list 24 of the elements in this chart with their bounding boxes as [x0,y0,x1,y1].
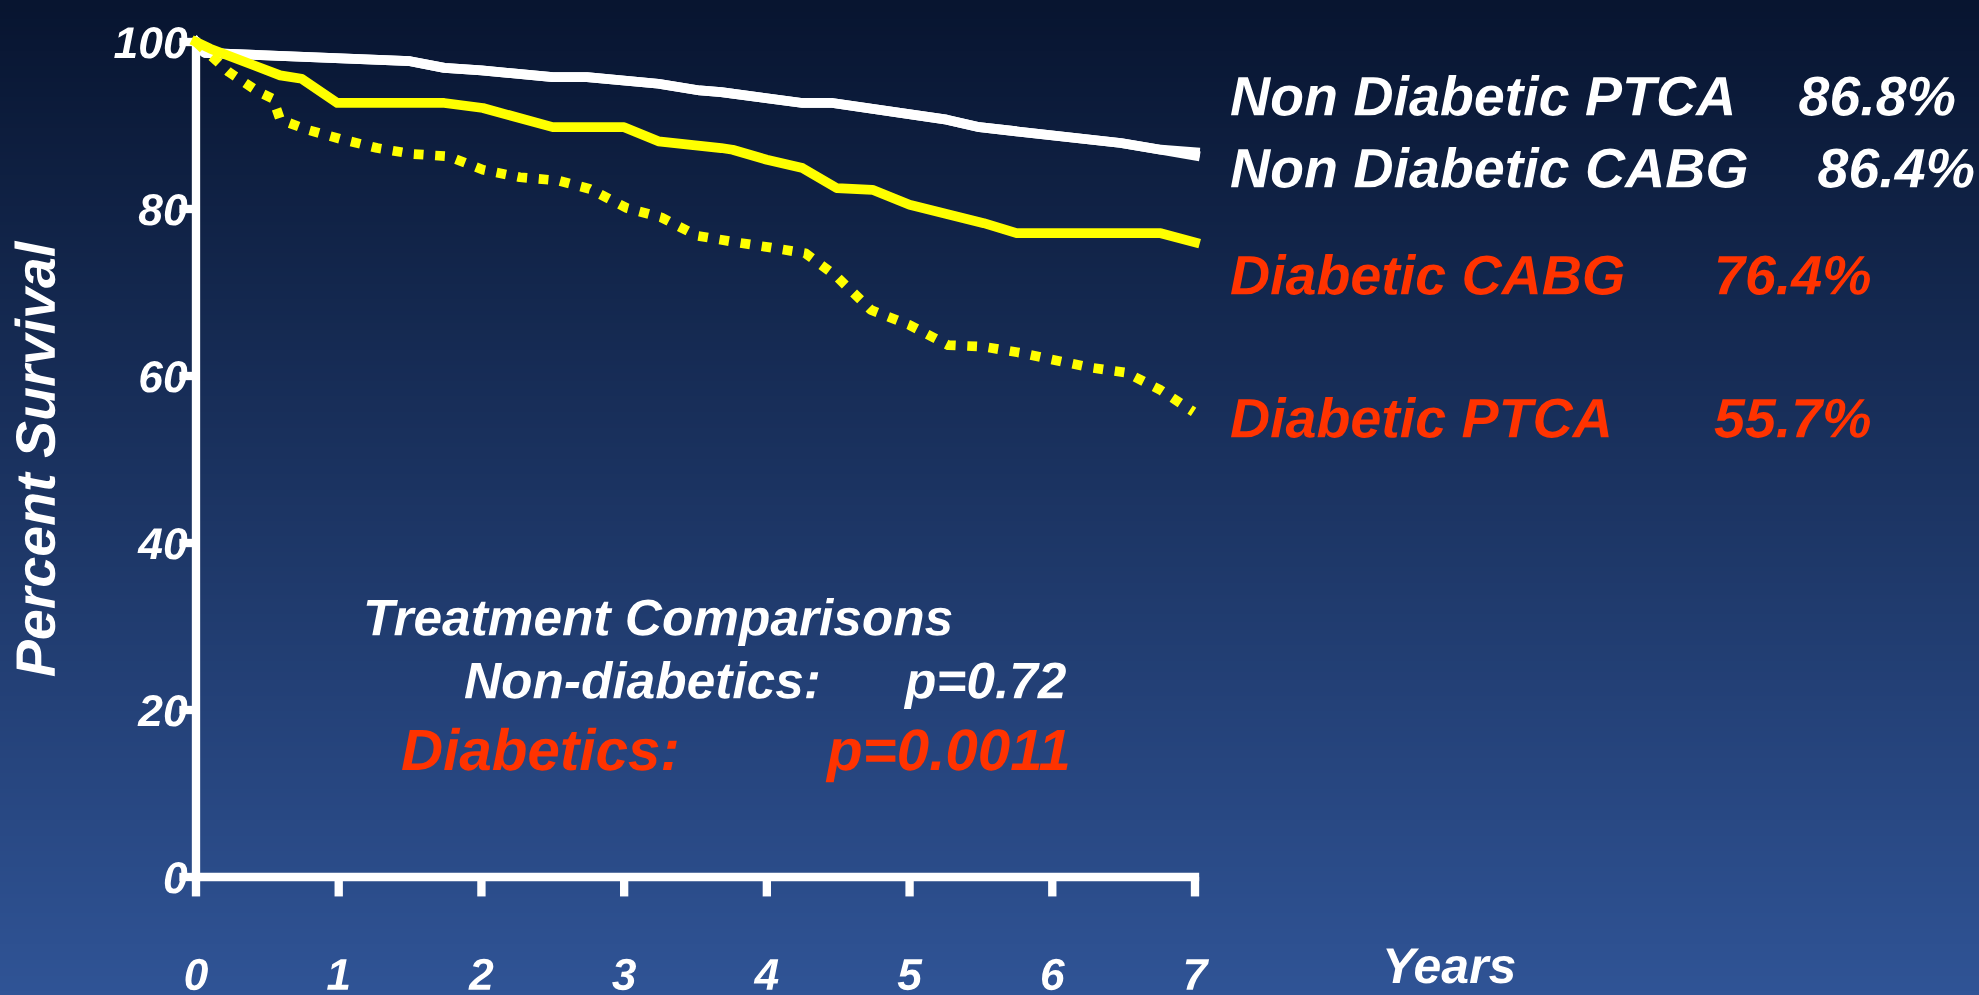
y-tick-label: 100 [114,27,188,59]
text: Non Diabetic CABG [1230,147,1747,188]
x-tick-label: 1 [327,959,349,990]
text: Non Diabetic PTCA [1230,75,1733,116]
x-tick-label: 3 [612,958,637,991]
text: Diabetic CABG [1230,254,1624,295]
annotation: Treatment Comparisons [366,598,952,646]
text: 55.7% [1714,398,1870,438]
x-tick-label: 2 [468,958,494,990]
x-axis-title: Years [1386,948,1515,984]
x-tick-label: 6 [1041,958,1065,991]
annotation: Non-diabetics: [464,661,819,699]
text: Diabetic PTCA [1230,397,1609,438]
text: 86.4% [1818,148,1974,188]
annotation: p=0.72 [903,662,1066,709]
annotation: Diabetics: [402,727,677,771]
x-tick-label: 5 [897,959,923,991]
text: 86.8% [1799,76,1955,116]
y-axis-title: Percent Survival [14,240,56,677]
text: 76.4% [1717,255,1870,295]
x-tick-label: 4 [753,959,779,990]
x-tick-label: 0 [185,958,208,991]
x-tick-label: 7 [1185,959,1210,990]
annotation: p=0.0011 [825,729,1068,783]
